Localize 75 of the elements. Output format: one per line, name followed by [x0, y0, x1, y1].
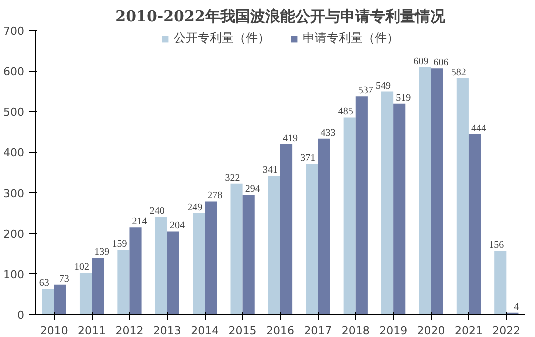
data-label: 278 — [208, 190, 223, 202]
data-label: 214 — [132, 216, 148, 228]
legend-label: 申请专利量（件） — [303, 30, 399, 47]
x-tick-label: 2020 — [417, 324, 446, 337]
legend-label: 公开专利量（件） — [174, 30, 270, 47]
x-tick-label: 2011 — [78, 324, 106, 337]
bar — [419, 67, 432, 314]
data-label: 63 — [39, 278, 50, 289]
bar — [394, 104, 406, 314]
data-label: 549 — [376, 80, 392, 92]
y-tick-label: 500 — [4, 106, 25, 120]
bar — [456, 78, 469, 314]
bar — [205, 202, 218, 314]
bar — [280, 144, 293, 314]
data-label: 102 — [74, 262, 90, 274]
data-label: 444 — [471, 123, 486, 134]
data-label: 341 — [262, 165, 278, 176]
x-tick-label: 2015 — [228, 324, 257, 337]
data-label: 159 — [112, 238, 128, 250]
data-label: 433 — [320, 128, 336, 139]
y-tick-label: 700 — [4, 25, 25, 38]
bar — [356, 96, 368, 314]
x-tick-label: 2016 — [266, 324, 295, 337]
data-label: 249 — [188, 202, 203, 214]
y-tick-label: 400 — [4, 146, 25, 160]
bar — [306, 164, 318, 314]
data-label: 139 — [94, 247, 110, 258]
bar — [230, 184, 243, 314]
data-label: 519 — [396, 92, 412, 104]
data-label: 240 — [150, 206, 165, 218]
x-tick-label: 2010 — [40, 324, 68, 337]
data-label: 609 — [414, 56, 429, 68]
bar — [318, 138, 330, 314]
bar — [494, 251, 507, 314]
data-label: 582 — [451, 67, 466, 78]
data-label: 204 — [170, 220, 185, 232]
data-label: 156 — [489, 240, 504, 252]
bar — [193, 213, 206, 314]
x-tick-label: 2019 — [380, 324, 408, 337]
bar — [80, 273, 92, 314]
data-label: 485 — [338, 106, 354, 118]
bar — [167, 232, 180, 314]
bar — [54, 284, 66, 314]
x-tick-label: 2012 — [116, 324, 144, 337]
y-tick-label: 200 — [4, 228, 25, 241]
data-label: 73 — [59, 274, 70, 285]
data-label: 537 — [358, 86, 374, 97]
x-tick-label: 2021 — [454, 324, 483, 337]
x-tick-label: 2018 — [342, 324, 370, 337]
x-tick-label: 2022 — [492, 324, 521, 337]
data-label: 606 — [434, 58, 449, 69]
bar — [242, 195, 255, 314]
y-tick-label: 300 — [4, 187, 25, 200]
y-tick-label: 600 — [4, 66, 25, 79]
y-tick-label: 100 — [4, 268, 25, 282]
bar — [92, 258, 104, 314]
chart-title: 2010-2022年我国波浪能公开与申请专利量情况 — [116, 8, 446, 26]
y-tick-label: 0 — [18, 309, 24, 322]
data-label: 4 — [514, 302, 520, 313]
bar — [382, 92, 394, 314]
bar — [42, 288, 54, 314]
x-tick-label: 2014 — [191, 324, 220, 337]
x-tick-label: 2013 — [153, 324, 182, 337]
bar — [118, 250, 130, 314]
bar — [155, 217, 168, 314]
bar — [344, 118, 356, 314]
data-label: 371 — [300, 152, 316, 164]
data-label: 322 — [225, 172, 240, 184]
bar — [268, 176, 280, 314]
bar — [130, 228, 142, 314]
bar — [468, 134, 482, 314]
bar — [431, 68, 444, 314]
data-label: 419 — [283, 134, 298, 145]
data-label: 294 — [245, 184, 260, 196]
x-tick-label: 2017 — [304, 324, 332, 337]
